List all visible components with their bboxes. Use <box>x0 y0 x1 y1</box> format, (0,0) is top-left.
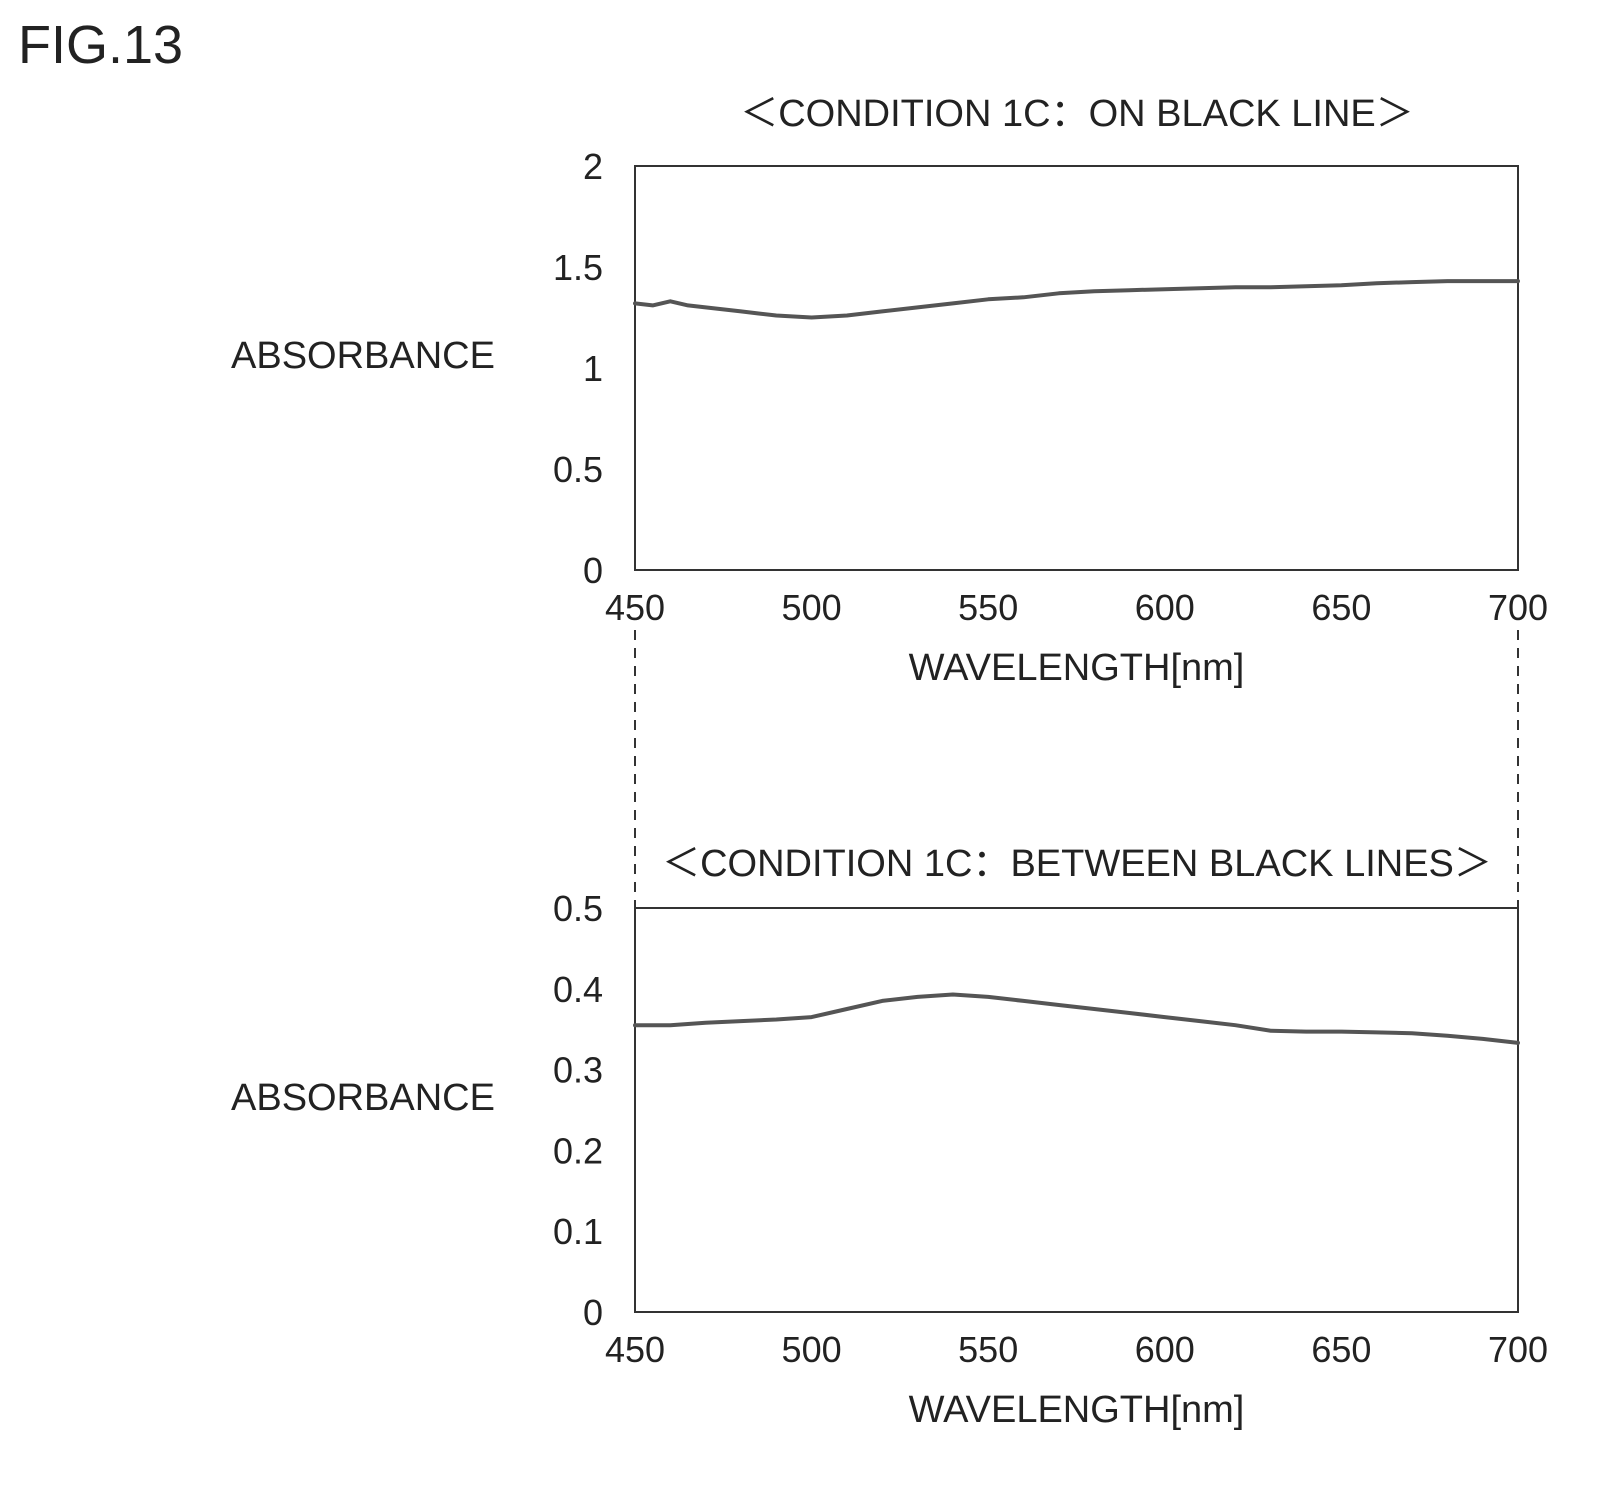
y-tick-label: 1 <box>583 348 603 389</box>
y-tick-label: 0.5 <box>553 449 603 490</box>
y-axis-label: ABSORBANCE <box>231 335 495 377</box>
plot-frame <box>634 907 1519 1313</box>
y-tick-label: 0 <box>583 1292 603 1333</box>
x-tick-label: 500 <box>782 1329 842 1370</box>
y-tick-label: 0.2 <box>553 1130 603 1171</box>
y-tick-label: 0.5 <box>553 888 603 929</box>
x-axis-label: WAVELENGTH[nm] <box>909 647 1245 689</box>
x-tick-label: 700 <box>1488 587 1548 628</box>
x-tick-label: 450 <box>605 587 665 628</box>
x-tick-label: 650 <box>1311 1329 1371 1370</box>
x-tick-label: 550 <box>958 587 1018 628</box>
y-tick-label: 0.4 <box>553 969 603 1010</box>
x-tick-label: 500 <box>782 587 842 628</box>
y-tick-label: 2 <box>583 146 603 187</box>
y-tick-label: 0.3 <box>553 1050 603 1091</box>
figure-label: FIG.13 <box>18 15 184 75</box>
plot-frame <box>634 165 1519 571</box>
x-tick-label: 700 <box>1488 1329 1548 1370</box>
series-line <box>633 279 1520 320</box>
x-tick-label: 650 <box>1311 587 1371 628</box>
chart-title: ＜CONDITION 1C：BETWEEN BLACK LINES＞ <box>662 843 1492 885</box>
y-tick-label: 1.5 <box>553 247 603 288</box>
x-tick-label: 550 <box>958 1329 1018 1370</box>
chart-title: ＜CONDITION 1C：ON BLACK LINE＞ <box>740 93 1414 135</box>
x-tick-label: 450 <box>605 1329 665 1370</box>
chart-on-black-line: ＜CONDITION 1C：ON BLACK LINE＞ ABSORBANCE WA… <box>231 93 1548 689</box>
chart-between-black-lines: ＜CONDITION 1C：BETWEEN BLACK LINES＞ ABSORB… <box>231 843 1548 1431</box>
x-tick-label: 600 <box>1135 587 1195 628</box>
y-tick-label: 0 <box>583 550 603 591</box>
x-tick-label: 600 <box>1135 1329 1195 1370</box>
series-line <box>633 992 1520 1045</box>
y-axis-label: ABSORBANCE <box>231 1077 495 1119</box>
y-tick-label: 0.1 <box>553 1211 603 1252</box>
x-axis-label: WAVELENGTH[nm] <box>909 1389 1245 1431</box>
